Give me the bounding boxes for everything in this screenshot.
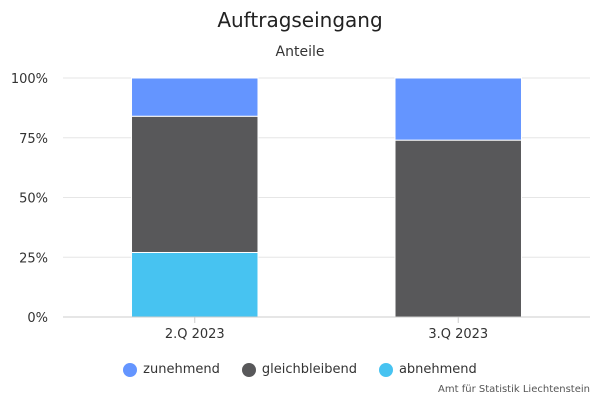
bar-segment-gleichbleibend[interactable] xyxy=(131,115,259,253)
legend-item-abnehmend[interactable]: abnehmend xyxy=(378,362,477,377)
y-tick-label: 25% xyxy=(19,251,48,266)
chart-title: Auftragseingang xyxy=(217,8,383,32)
legend-marker xyxy=(241,362,256,377)
x-tick-label: 3.Q 2023 xyxy=(428,327,488,342)
legend-item-zunehmend[interactable]: zunehmend xyxy=(123,362,220,377)
axes: 0% 25% 50% 75% 100% 2.Q 2023 3.Q 2023 xyxy=(11,72,590,342)
bar-segment-zunehmend[interactable] xyxy=(131,77,259,117)
bar-segment-abnehmend[interactable] xyxy=(131,251,259,318)
legend-item-gleichbleibend[interactable]: gleichbleibend xyxy=(241,362,357,377)
legend-label: gleichbleibend xyxy=(261,362,357,377)
legend-marker xyxy=(123,362,138,377)
legend-label: zunehmend xyxy=(143,362,220,377)
legend: zunehmend gleichbleibend abnehmend xyxy=(0,362,600,377)
credits[interactable]: Amt für Statistik Liechtenstein xyxy=(438,384,590,395)
x-tick-label: 2.Q 2023 xyxy=(165,327,225,342)
legend-label: abnehmend xyxy=(398,362,477,377)
y-tick-label: 100% xyxy=(11,72,48,87)
y-tick-label: 75% xyxy=(19,132,48,147)
y-tick-label: 50% xyxy=(19,192,48,207)
y-tick-label: 0% xyxy=(27,311,48,326)
bar-segment-zunehmend[interactable] xyxy=(394,77,522,141)
legend-marker xyxy=(378,362,393,377)
chart-subtitle: Anteile xyxy=(275,44,325,60)
bar-segment-gleichbleibend[interactable] xyxy=(394,139,522,318)
bar-stacks xyxy=(131,77,522,318)
